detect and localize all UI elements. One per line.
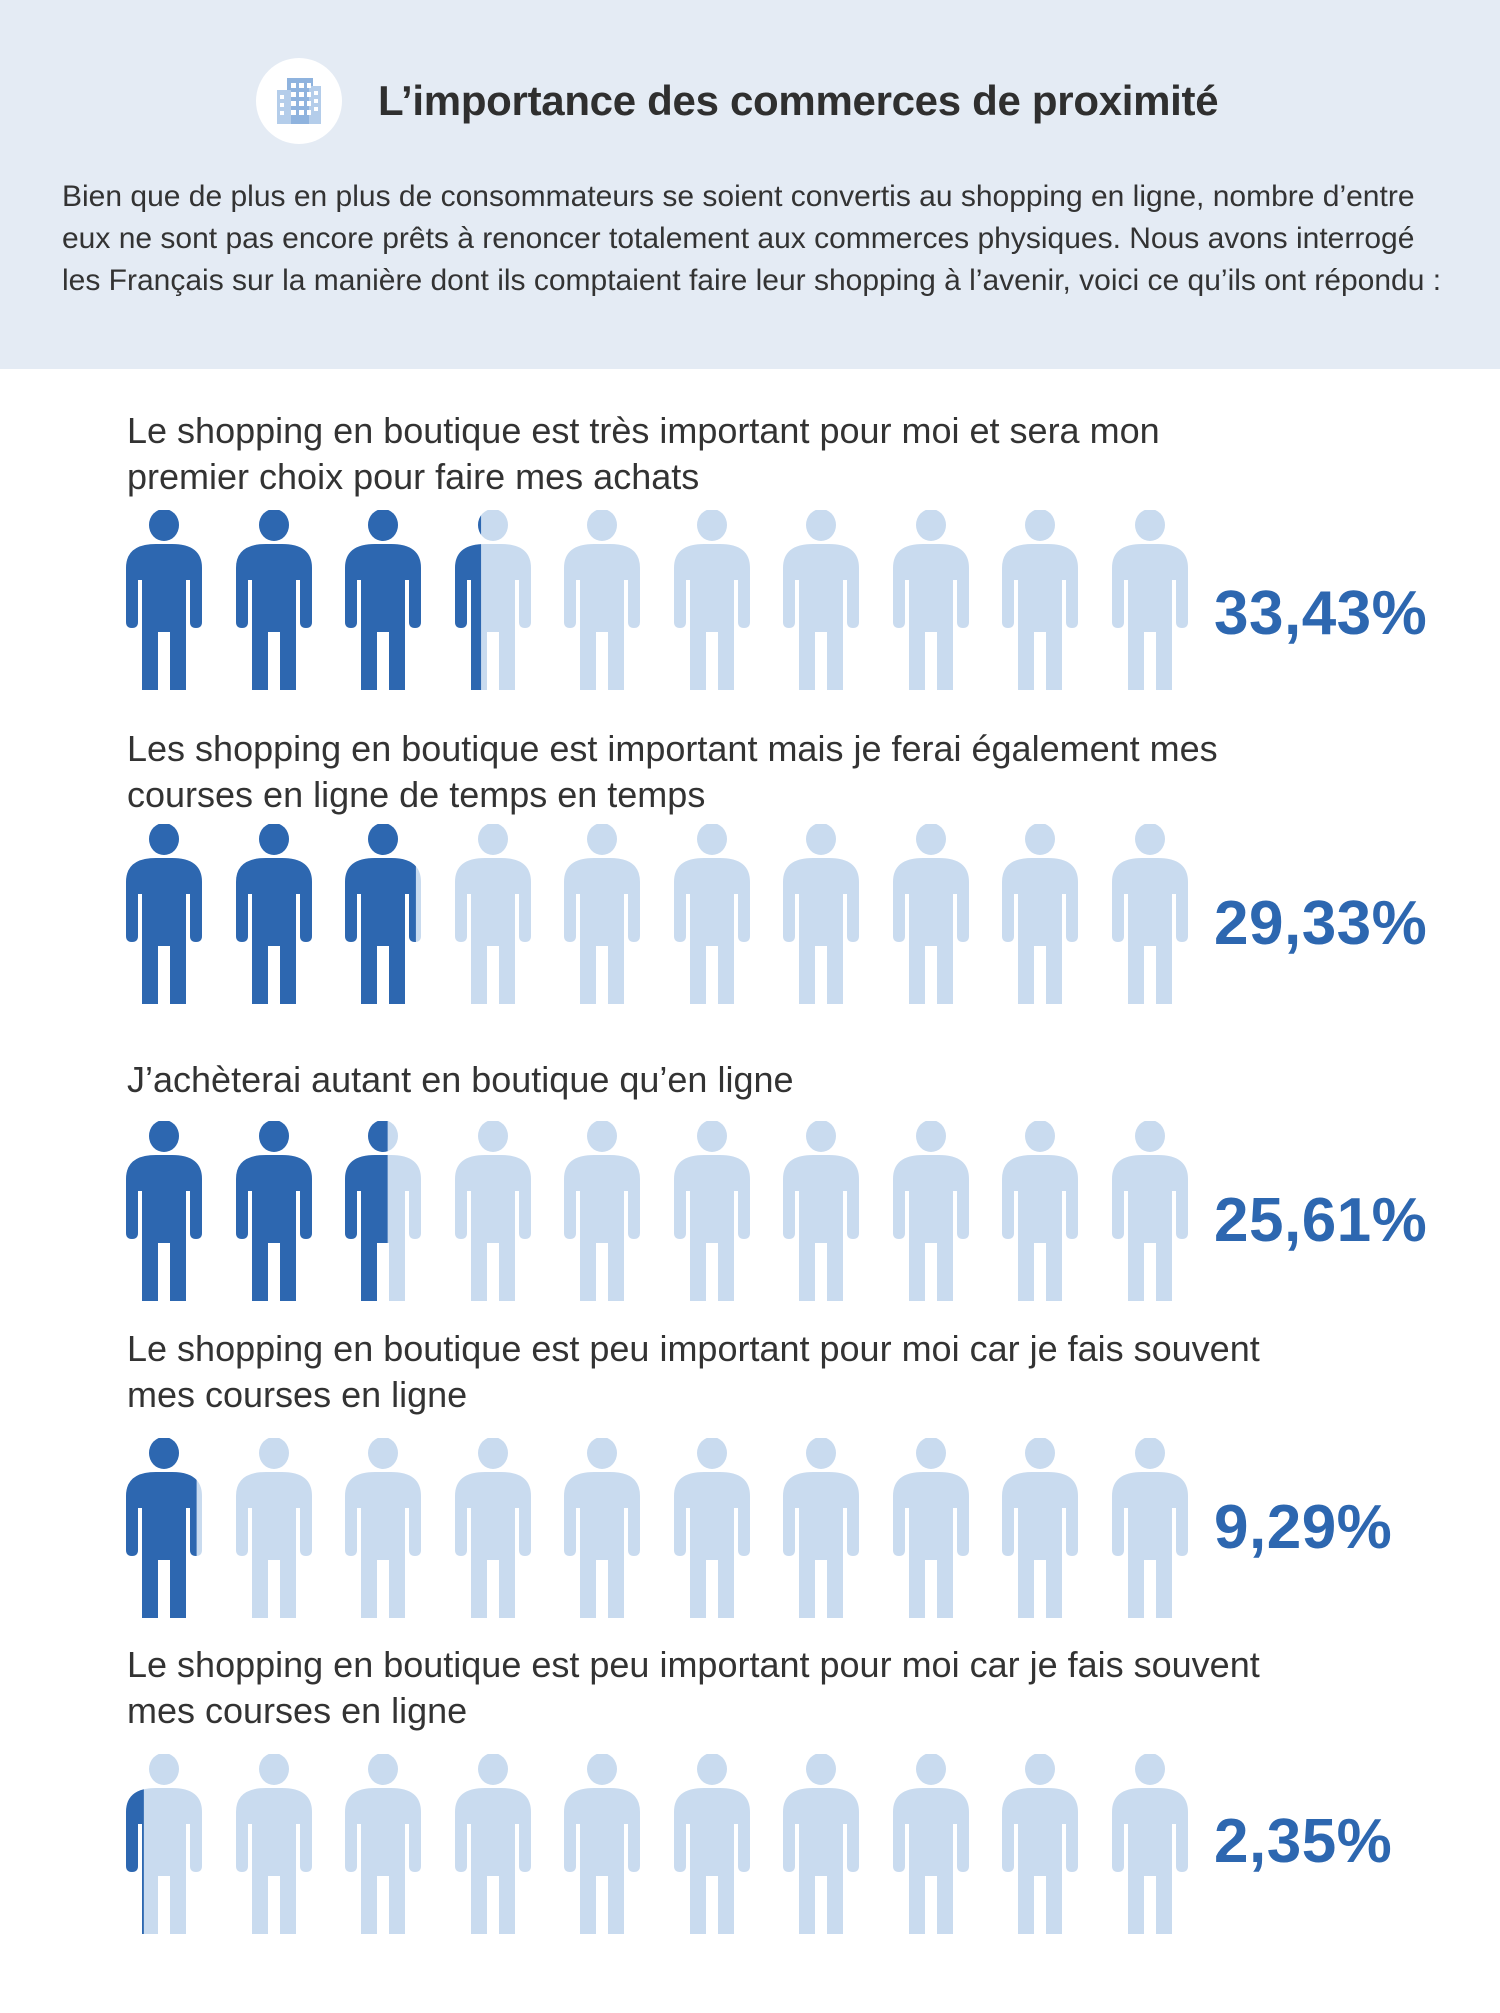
- person-icon: [673, 510, 750, 690]
- row-label: Le shopping en boutique est peu importan…: [127, 1328, 1260, 1415]
- row-label: J’achèterai autant en boutique qu’en lig…: [127, 1059, 794, 1100]
- person-icon: [345, 1754, 421, 1934]
- person-icon: [673, 1754, 750, 1934]
- person-icon: [1111, 824, 1188, 1004]
- person-icon: [673, 1121, 750, 1301]
- person-icon: [564, 1121, 640, 1301]
- person-icon: [1002, 824, 1078, 1004]
- person-icon: [1111, 1438, 1188, 1618]
- person-icon: [345, 1121, 421, 1301]
- person-icon: [783, 824, 859, 1004]
- person-icon: [454, 824, 531, 1004]
- person-icon: [783, 1438, 859, 1618]
- person-icon: [345, 510, 421, 690]
- percentage-label: 25,61%: [1214, 1186, 1428, 1255]
- person-icon: [1111, 510, 1188, 690]
- person-icon: [673, 1438, 750, 1618]
- row-label: Les shopping en boutique est important m…: [127, 728, 1218, 815]
- person-icon: [892, 1438, 969, 1618]
- person-icon: [126, 1754, 202, 1934]
- person-icon: [1002, 1121, 1078, 1301]
- person-icon: [454, 1121, 531, 1301]
- person-icon: [564, 824, 640, 1004]
- people-row: [126, 824, 1188, 1004]
- people-row: [126, 510, 1188, 690]
- person-icon: [454, 510, 531, 690]
- person-icon: [235, 1121, 312, 1301]
- percentage-label: 33,43%: [1214, 579, 1428, 648]
- person-icon: [783, 510, 859, 690]
- person-icon: [345, 824, 421, 1004]
- person-icon: [1111, 1754, 1188, 1934]
- people-row: [126, 1754, 1188, 1934]
- person-icon: [126, 824, 202, 1004]
- person-icon: [126, 1438, 202, 1618]
- person-icon: [783, 1754, 859, 1934]
- percentage-label: 29,33%: [1214, 889, 1428, 958]
- person-icon: [235, 510, 312, 690]
- person-icon: [564, 1438, 640, 1618]
- person-icon: [345, 1438, 421, 1618]
- person-icon: [235, 1754, 312, 1934]
- people-row: [126, 1121, 1188, 1301]
- title-row: L’importance des commerces de proximité: [256, 58, 1219, 144]
- person-icon: [892, 1121, 969, 1301]
- page-title: L’importance des commerces de proximité: [378, 77, 1219, 124]
- person-icon: [1002, 1438, 1078, 1618]
- person-icon: [454, 1438, 531, 1618]
- header-panel: L’importance des commerces de proximité …: [0, 0, 1500, 369]
- row-label: Le shopping en boutique est peu importan…: [127, 1644, 1260, 1731]
- person-icon: [1002, 510, 1078, 690]
- person-icon: [892, 824, 969, 1004]
- person-icon: [235, 824, 312, 1004]
- person-icon: [564, 510, 640, 690]
- building-icon: [256, 58, 342, 144]
- percentage-label: 9,29%: [1214, 1493, 1393, 1562]
- person-icon: [126, 1121, 202, 1301]
- person-icon: [564, 1754, 640, 1934]
- person-icon: [454, 1754, 531, 1934]
- person-icon: [892, 1754, 969, 1934]
- person-icon: [235, 1438, 312, 1618]
- intro-text: Bien que de plus en plus de consommateur…: [62, 180, 1442, 297]
- people-row: [126, 1438, 1188, 1618]
- row-label: Le shopping en boutique est très importa…: [127, 410, 1160, 497]
- person-icon: [1002, 1754, 1078, 1934]
- person-icon: [126, 510, 202, 690]
- person-icon: [783, 1121, 859, 1301]
- person-icon: [673, 824, 750, 1004]
- person-icon: [892, 510, 969, 690]
- person-icon: [1111, 1121, 1188, 1301]
- percentage-label: 2,35%: [1214, 1807, 1393, 1876]
